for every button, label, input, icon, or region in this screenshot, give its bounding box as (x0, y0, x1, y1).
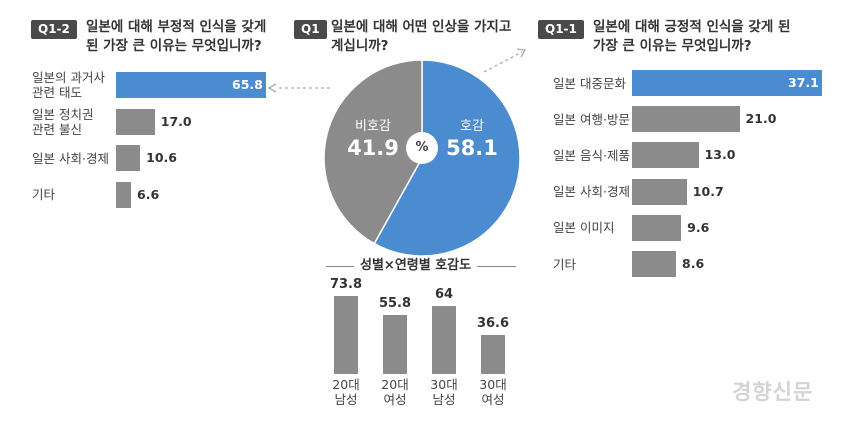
gender-age-bar (383, 315, 407, 374)
positive-value-label: 9.6 (687, 219, 710, 235)
negative-bar (116, 108, 155, 135)
right-arrow-head-icon (516, 48, 527, 58)
gender-age-title: 성별×연령별 호감도 (354, 258, 478, 274)
negative-value-label: 6.6 (137, 186, 160, 202)
q1-2-badge: Q1-2 (31, 20, 77, 39)
pie-label-unfavorable: 비호감 41.9 (343, 119, 403, 161)
pie-label-unfavorable-value: 41.9 (347, 136, 399, 160)
negative-value-label: 17.0 (160, 113, 192, 129)
gender-age-value-label: 73.8 (329, 277, 363, 292)
q1-1-title: 일본에 대해 긍정적 인식을 갖게 된 가장 큰 이유는 무엇입니까? (593, 19, 791, 54)
positive-bar (632, 214, 682, 241)
positive-bar (632, 70, 822, 96)
positive-bar (632, 106, 740, 133)
positive-value-label: 37.1 (788, 75, 819, 90)
positive-category-label: 일본 여행·방문 (553, 111, 630, 127)
positive-category-label: 일본 대중문화 (553, 75, 626, 91)
pie-label-favorable-name: 호감 (460, 119, 484, 134)
gender-age-bar (334, 296, 358, 374)
negative-value-label: 65.8 (232, 77, 263, 92)
gender-age-bar (432, 306, 456, 374)
pie-label-favorable-value: 58.1 (446, 136, 498, 160)
positive-category-label: 일본 음식·제품 (553, 147, 630, 163)
left-arrow-head-icon (267, 83, 277, 93)
positive-category-label: 기타 (553, 256, 577, 272)
q1-2-title: 일본에 대해 부정적 인식을 갖게 된 가장 큰 이유는 무엇입니까? (86, 19, 267, 54)
gender-age-category-label: 20대 여성 (381, 377, 409, 407)
negative-category-label: 일본 사회·경제 (32, 150, 109, 166)
q1-title: 일본에 대해 어떤 인상을 가지고 계십니까? (331, 19, 512, 54)
positive-value-label: 21.0 (745, 111, 777, 127)
positive-category-label: 일본 사회·경제 (553, 184, 630, 200)
gender-age-value-label: 55.8 (378, 296, 412, 312)
gender-age-value-label: 64 (434, 287, 454, 303)
gender-age-bar (481, 335, 505, 374)
gender-age-value-label: 36.6 (476, 316, 510, 332)
pie-label-favorable: 호감 58.1 (442, 119, 502, 161)
positive-value-label: 8.6 (682, 256, 705, 271)
pie-slice-favorable (373, 59, 521, 257)
positive-value-label: 13.0 (704, 147, 736, 163)
gender-age-category-label: 30대 남성 (430, 377, 458, 407)
publisher-watermark: 경향신문 (732, 380, 814, 404)
pie-center-unit: % (406, 132, 438, 164)
negative-bar (116, 72, 266, 98)
pie-slice-unfavorable (323, 59, 423, 245)
negative-category-label: 일본의 과거사 관련 태도 (32, 70, 105, 100)
q1-1-badge: Q1-1 (538, 20, 584, 39)
positive-bar (632, 178, 687, 205)
negative-bar (116, 181, 132, 208)
positive-value-label: 10.7 (692, 183, 724, 199)
impression-pie-chart (323, 59, 521, 257)
pie-label-unfavorable-name: 비호감 (355, 119, 391, 134)
right-connector-line (483, 51, 523, 73)
q1-badge: Q1 (294, 20, 327, 39)
negative-category-label: 기타 (32, 187, 56, 202)
negative-bar (116, 145, 141, 171)
positive-category-label: 일본 이미지 (553, 220, 615, 236)
gender-age-category-label: 30대 여성 (479, 377, 507, 407)
gender-age-category-label: 20대 남성 (332, 377, 360, 407)
negative-value-label: 10.6 (146, 150, 177, 165)
negative-category-label: 일본 정치권 관련 불신 (32, 106, 94, 137)
positive-bar (632, 142, 699, 169)
positive-bar (632, 251, 677, 277)
